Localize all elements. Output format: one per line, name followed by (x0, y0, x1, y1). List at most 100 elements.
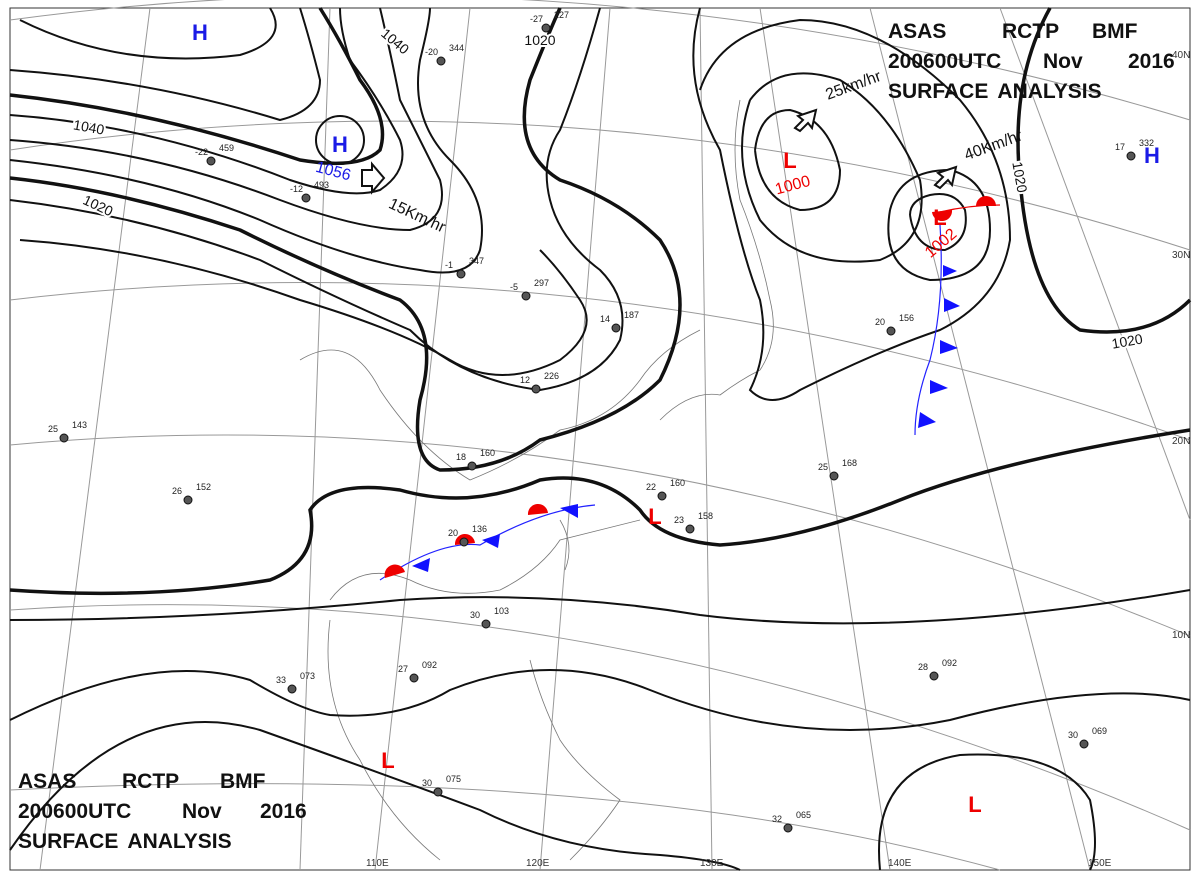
low-symbol: L (648, 504, 661, 529)
station-plot: 30 103 (470, 606, 509, 629)
header-text: BMF (220, 770, 266, 793)
station-pressure: 226 (544, 371, 559, 381)
isobar-label: 1020 (524, 32, 555, 48)
header-text: RCTP (1002, 20, 1059, 43)
station-plot: -1 347 (445, 256, 484, 279)
station-temp: 27 (398, 664, 408, 674)
high-symbol: H (332, 132, 348, 157)
station-plot: -22 459 (195, 143, 234, 166)
station-temp: 22 (646, 482, 656, 492)
cold-front (914, 196, 1001, 436)
header-text: Nov (1043, 50, 1083, 73)
station-pressure: 103 (494, 606, 509, 616)
station-pressure: 152 (196, 482, 211, 492)
header-text: ASAS (888, 20, 946, 43)
station-temp: 30 (1068, 730, 1078, 740)
station-circle (783, 823, 793, 833)
station-circle (611, 323, 621, 333)
station-pressure: 297 (534, 278, 549, 288)
station-temp: 28 (918, 662, 928, 672)
station-circle (467, 461, 477, 471)
station-temp: 25 (48, 424, 58, 434)
longitude-label: 130E (700, 858, 724, 869)
station-pressure: 092 (422, 660, 437, 670)
station-plot: 33 073 (276, 671, 315, 694)
station-pressure: 168 (842, 458, 857, 468)
station-plot: 27 092 (398, 660, 437, 683)
station-temp: 32 (772, 814, 782, 824)
high-symbol: H (1144, 143, 1160, 168)
low-symbol: L (783, 148, 796, 173)
station-circle (829, 471, 839, 481)
header-text: BMF (1092, 20, 1138, 43)
station-plot: -27 227 (530, 10, 569, 33)
station-pressure: 065 (796, 810, 811, 820)
station-temp: 23 (674, 515, 684, 525)
motion-arrows (361, 108, 958, 195)
latitude-label: 20N (1172, 436, 1190, 447)
station-circle (657, 491, 667, 501)
header-text: 2016 (1128, 50, 1175, 73)
station-plot: 30 069 (1068, 726, 1107, 749)
station-temp: -5 (510, 282, 518, 292)
station-pressure: 459 (219, 143, 234, 153)
header-text: 200600UTC (888, 50, 1001, 73)
low-symbol: L (933, 205, 946, 230)
station-circle (436, 56, 446, 66)
station-circle (183, 495, 193, 505)
station-plot: 20 136 (448, 524, 487, 547)
header-text: Nov (182, 800, 222, 823)
header-text: SURFACE ANALYSIS (888, 80, 1102, 103)
station-plot: -5 297 (510, 278, 549, 301)
header-text: 2016 (260, 800, 307, 823)
coastline (299, 99, 774, 861)
station-pressure: 227 (554, 10, 569, 20)
latitude-label: 30N (1172, 250, 1190, 261)
station-temp: -22 (195, 147, 208, 157)
station-circle (541, 23, 551, 33)
station-temp: 12 (520, 375, 530, 385)
station-pressure: 156 (899, 313, 914, 323)
station-temp: 14 (600, 314, 610, 324)
station-plot: 23 158 (674, 511, 713, 534)
header-text: RCTP (122, 770, 179, 793)
station-circle (1079, 739, 1089, 749)
longitude-label: 150E (1088, 858, 1112, 869)
station-pressure: 143 (72, 420, 87, 430)
station-temp: 30 (422, 778, 432, 788)
station-plot: 14 187 (600, 310, 639, 333)
station-pressure: 187 (624, 310, 639, 320)
station-plot: -12 493 (290, 180, 329, 203)
station-circle (1126, 151, 1136, 161)
station-pressure: 344 (449, 43, 464, 53)
station-pressure: 347 (469, 256, 484, 266)
station-pressure: 069 (1092, 726, 1107, 736)
station-circle (929, 671, 939, 681)
station-pressure: 332 (1139, 138, 1154, 148)
station-temp: 20 (448, 528, 458, 538)
station-pressure: 075 (446, 774, 461, 784)
station-plot: 28 092 (918, 658, 957, 681)
station-plot: 18 160 (456, 448, 495, 471)
latitude-label: 10N (1172, 630, 1190, 641)
station-circle (531, 384, 541, 394)
station-plot: 22 160 (646, 478, 685, 501)
station-circle (459, 537, 469, 547)
high-symbol: H (192, 20, 208, 45)
station-plot: 26 152 (172, 482, 211, 505)
station-pressure: 092 (942, 658, 957, 668)
station-circle (886, 326, 896, 336)
station-temp: 17 (1115, 142, 1125, 152)
latitude-label: 40N (1172, 50, 1190, 61)
station-temp: 18 (456, 452, 466, 462)
low-symbol: L (381, 748, 394, 773)
station-circle (521, 291, 531, 301)
station-pressure: 073 (300, 671, 315, 681)
station-temp: 26 (172, 486, 182, 496)
station-circle (301, 193, 311, 203)
header-text: ASAS (18, 770, 76, 793)
station-pressure: 160 (480, 448, 495, 458)
station-circle (433, 787, 443, 797)
station-plot: 12 226 (520, 371, 559, 394)
